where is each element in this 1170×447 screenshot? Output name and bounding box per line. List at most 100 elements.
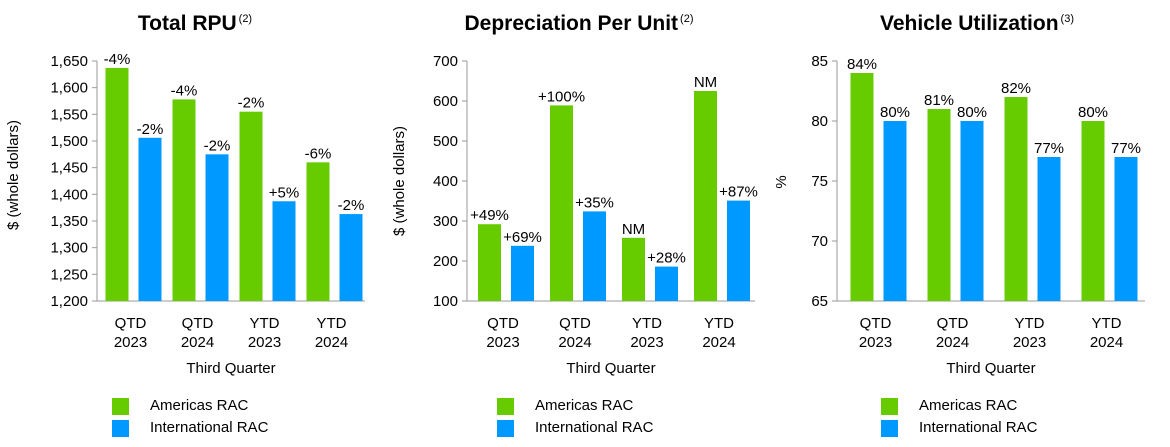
x-tick-label: YTD bbox=[1015, 315, 1045, 332]
data-label-international: +87% bbox=[719, 184, 758, 201]
data-label-americas: 82% bbox=[1001, 80, 1031, 97]
total-rpu-panel: Total RPU (2) 1,200 1,250 1,300 1,350 1,400 1,… bbox=[0, 0, 390, 447]
data-label-international: -2% bbox=[204, 137, 231, 154]
y-tick-label: 1,400 bbox=[50, 186, 88, 203]
chart-title-footnote: (2) bbox=[238, 13, 253, 25]
data-label-americas: -6% bbox=[305, 145, 332, 162]
x-tick-label: QTD bbox=[860, 315, 892, 332]
legend-swatch-americas bbox=[881, 398, 898, 415]
legend-swatch-international bbox=[497, 420, 514, 437]
y-tick-label: 200 bbox=[433, 253, 458, 270]
chart-title: Total RPU (2) bbox=[0, 12, 390, 36]
x-tick-label: 2024 bbox=[315, 334, 348, 351]
bar-international bbox=[727, 200, 750, 301]
x-tick-label: YTD bbox=[1092, 315, 1122, 332]
x-axis-label: Third Quarter bbox=[946, 360, 1035, 377]
y-tick-label: 1,350 bbox=[50, 213, 88, 230]
bar-international bbox=[339, 214, 363, 301]
x-axis-label: Third Quarter bbox=[186, 360, 275, 377]
data-label-americas: 80% bbox=[1078, 104, 1108, 121]
bar-international bbox=[205, 154, 229, 301]
bar-international bbox=[1114, 157, 1138, 301]
data-label-international: +69% bbox=[503, 229, 542, 246]
bar-international bbox=[1037, 157, 1061, 301]
legend-swatch-americas bbox=[112, 398, 129, 415]
vehicle-utilization-panel: Vehicle Utilization (3) 65 70 75 80 85% 84% 80%… bbox=[773, 0, 1170, 447]
x-tick-label: YTD bbox=[317, 315, 347, 332]
bar-americas bbox=[172, 99, 196, 302]
bar-international bbox=[272, 201, 296, 301]
vehicle-utilization-chart: 6570758085%84%80%QTD202381%80%QTD202482%… bbox=[773, 53, 1145, 377]
y-axis-label: $ (whole dollars) bbox=[391, 126, 408, 236]
x-tick-label: YTD bbox=[704, 315, 734, 332]
x-tick-label: QTD bbox=[115, 315, 147, 332]
data-label-americas: -2% bbox=[238, 95, 265, 112]
bar-international bbox=[655, 266, 678, 301]
chart-title-text: Depreciation Per Unit bbox=[464, 12, 679, 35]
x-tick-label: 2024 bbox=[181, 334, 214, 351]
bar-americas bbox=[1004, 97, 1028, 301]
x-tick-label: 2023 bbox=[1013, 334, 1046, 351]
legend-label-international: International RAC bbox=[535, 419, 654, 436]
x-tick-label: QTD bbox=[937, 315, 969, 332]
y-tick-label: 1,300 bbox=[50, 240, 88, 257]
bar-americas bbox=[927, 109, 951, 301]
chart-title-text: Vehicle Utilization bbox=[880, 12, 1059, 35]
chart-title-footnote: (3) bbox=[1060, 13, 1074, 25]
y-tick-label: 65 bbox=[811, 293, 828, 310]
y-tick-label: 400 bbox=[433, 173, 458, 190]
y-tick-label: 1,500 bbox=[50, 133, 88, 150]
y-axis-label: $ (whole dollars) bbox=[5, 120, 22, 230]
data-label-international: +28% bbox=[647, 250, 686, 267]
data-label-international: 77% bbox=[1111, 140, 1141, 157]
x-tick-label: QTD bbox=[182, 315, 214, 332]
legend-swatch-international bbox=[112, 420, 129, 437]
legend-label-americas: Americas RAC bbox=[150, 397, 249, 414]
chart-title-footnote: (2) bbox=[680, 13, 694, 25]
y-tick-label: 1,650 bbox=[50, 53, 88, 70]
legend-label-americas: Americas RAC bbox=[535, 397, 634, 414]
x-tick-label: QTD bbox=[487, 315, 519, 332]
chart-title: Depreciation Per Unit (2) bbox=[384, 12, 774, 36]
legend-swatch-americas bbox=[497, 398, 514, 415]
y-tick-label: 700 bbox=[433, 53, 458, 70]
bar-americas bbox=[478, 224, 501, 301]
y-tick-label: 1,200 bbox=[50, 293, 88, 310]
data-label-international: -2% bbox=[137, 121, 164, 138]
data-label-americas: -4% bbox=[171, 82, 198, 99]
bar-americas bbox=[550, 105, 573, 302]
bar-americas bbox=[239, 111, 263, 302]
data-label-international: +5% bbox=[269, 184, 299, 201]
y-tick-label: 100 bbox=[433, 293, 458, 310]
bar-international bbox=[583, 211, 606, 301]
data-label-americas: +49% bbox=[470, 207, 509, 224]
data-label-international: 80% bbox=[957, 104, 987, 121]
y-tick-label: 1,450 bbox=[50, 160, 88, 177]
x-tick-label: 2024 bbox=[1090, 334, 1123, 351]
y-tick-label: 1,600 bbox=[50, 80, 88, 97]
chart-title-text: Total RPU bbox=[137, 12, 237, 35]
x-tick-label: 2024 bbox=[702, 334, 735, 351]
bar-international bbox=[138, 137, 162, 301]
data-label-americas: 84% bbox=[847, 56, 877, 73]
data-label-international: -2% bbox=[338, 197, 365, 214]
depreciation-chart: 100 200 300 400 500 600 700 $ (whole dollars) +4… bbox=[391, 53, 758, 377]
x-tick-label: 2023 bbox=[114, 334, 147, 351]
bar-international bbox=[883, 121, 907, 301]
chart-title: Vehicle Utilization (3) bbox=[782, 12, 1170, 36]
data-label-international: +35% bbox=[575, 194, 614, 211]
data-label-americas: 81% bbox=[924, 92, 954, 109]
bar-americas bbox=[306, 162, 330, 301]
legend-swatch-international bbox=[881, 420, 898, 437]
data-label-americas: -4% bbox=[104, 51, 131, 68]
data-label-international: 77% bbox=[1034, 140, 1064, 157]
data-label-americas: NM bbox=[694, 74, 717, 91]
bar-international bbox=[511, 245, 534, 301]
x-tick-label: 2024 bbox=[936, 334, 969, 351]
y-tick-label: 600 bbox=[433, 93, 458, 110]
y-tick-label: 70 bbox=[811, 233, 828, 250]
y-tick-label: 300 bbox=[433, 213, 458, 230]
legend-label-international: International RAC bbox=[150, 419, 269, 436]
legend-label-international: International RAC bbox=[919, 419, 1038, 436]
x-tick-label: 2023 bbox=[248, 334, 281, 351]
